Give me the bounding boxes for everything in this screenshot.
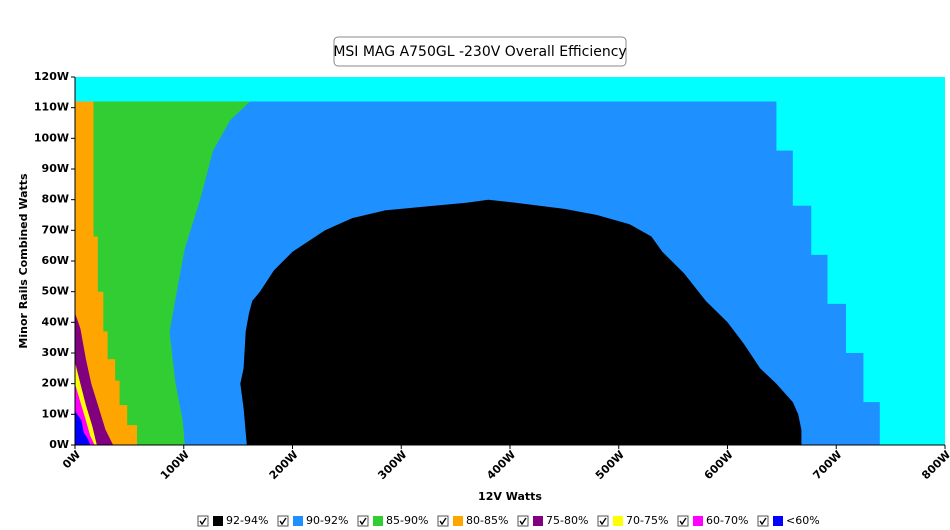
y-tick-label: 100W [34, 131, 69, 144]
efficiency-region [75, 411, 91, 445]
y-tick-label: 110W [34, 101, 69, 114]
legend-label: 92-94% [226, 514, 268, 527]
legend-item: 85-90% [357, 514, 428, 527]
legend-check [279, 517, 287, 526]
legend-check [519, 517, 527, 526]
x-tick-label: 300W [375, 448, 409, 482]
legend-check [759, 517, 767, 526]
legend-swatch [213, 516, 223, 526]
x-tick-label: 700W [810, 448, 844, 482]
legend-check [439, 517, 447, 526]
y-tick-label: 40W [42, 315, 69, 328]
legend-checkbox [437, 515, 449, 527]
legend-swatch [693, 516, 703, 526]
x-tick-label: 400W [484, 448, 518, 482]
legend-label: 60-70% [706, 514, 748, 527]
legend-label: 75-80% [546, 514, 588, 527]
legend-item: 80-85% [437, 514, 508, 527]
y-tick-label: 70W [42, 223, 69, 236]
chart-title: MSI MAG A750GL -230V Overall Efficiency [333, 44, 626, 60]
legend-item: 60-70% [677, 514, 748, 527]
legend-swatch [533, 516, 543, 526]
x-tick-label: 500W [593, 448, 627, 482]
y-tick-label: 30W [42, 346, 69, 359]
legend-label: 70-75% [626, 514, 668, 527]
legend-swatch [773, 516, 783, 526]
title-box [333, 36, 627, 67]
legend-swatch [453, 516, 463, 526]
y-tick-label: 90W [42, 162, 69, 175]
y-tick-label: 10W [42, 407, 69, 420]
y-axis-title: Minor Rails Combined Watts [17, 173, 30, 349]
efficiency-region [75, 101, 137, 445]
legend-checkbox [597, 515, 609, 527]
legend-item: 75-80% [517, 514, 588, 527]
legend-label: 85-90% [386, 514, 428, 527]
y-tick-label: 120W [34, 70, 69, 83]
legend-checkbox [277, 515, 289, 527]
x-axis-title: 12V Watts [478, 490, 542, 503]
x-tick-label: 100W [158, 448, 192, 482]
legend-check [599, 517, 607, 526]
efficiency-region [75, 101, 251, 445]
y-tick-label: 80W [42, 193, 69, 206]
x-tick-label: 200W [267, 448, 301, 482]
y-tick-label: 50W [42, 285, 69, 298]
legend-swatch [373, 516, 383, 526]
y-tick-label: 60W [42, 254, 69, 267]
legend-item: <60% [757, 514, 820, 527]
efficiency-region [240, 199, 802, 445]
legend-swatch [613, 516, 623, 526]
y-tick-label: 0W [49, 438, 69, 451]
legend-item: 92-94% [197, 514, 268, 527]
legend-label: <60% [786, 514, 820, 527]
legend-checkbox [757, 515, 769, 527]
legend-item: 70-75% [597, 514, 668, 527]
legend-item: 90-92% [277, 514, 348, 527]
legend-checkbox [357, 515, 369, 527]
legend-check [679, 517, 687, 526]
y-tick-label: 20W [42, 377, 69, 390]
legend-swatch [293, 516, 303, 526]
legend-label: 80-85% [466, 514, 508, 527]
x-tick-label: 800W [919, 448, 950, 482]
legend-label: 90-92% [306, 514, 348, 527]
legend-check [359, 517, 367, 526]
legend-check [199, 517, 207, 526]
legend-checkbox [517, 515, 529, 527]
legend-checkbox [677, 515, 689, 527]
x-tick-label: 600W [702, 448, 736, 482]
x-tick-label: 0W [60, 448, 83, 471]
legend-checkbox [197, 515, 209, 527]
